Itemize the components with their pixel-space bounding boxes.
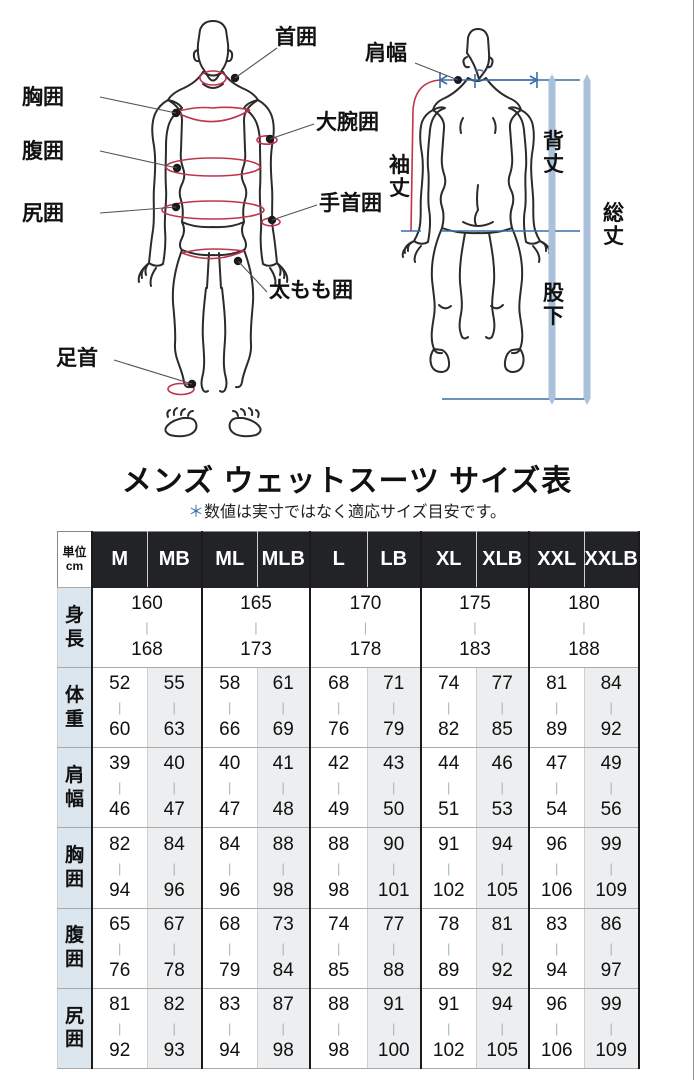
svg-text:背: 背: [543, 129, 564, 153]
svg-text:尻囲: 尻囲: [22, 202, 64, 225]
svg-text:足首: 足首: [56, 346, 98, 370]
svg-text:股: 股: [543, 282, 564, 305]
svg-text:丈: 丈: [389, 177, 410, 200]
svg-text:肩幅: 肩幅: [365, 41, 407, 65]
svg-text:首囲: 首囲: [275, 25, 317, 49]
svg-text:丈: 丈: [603, 225, 624, 248]
svg-text:総: 総: [603, 201, 624, 225]
svg-text:胸囲: 胸囲: [22, 85, 64, 109]
svg-text:丈: 丈: [543, 153, 564, 176]
svg-text:袖: 袖: [389, 153, 410, 177]
svg-text:下: 下: [543, 305, 564, 328]
svg-text:腹囲: 腹囲: [22, 139, 64, 163]
svg-text:太もも囲: 太もも囲: [269, 279, 353, 302]
